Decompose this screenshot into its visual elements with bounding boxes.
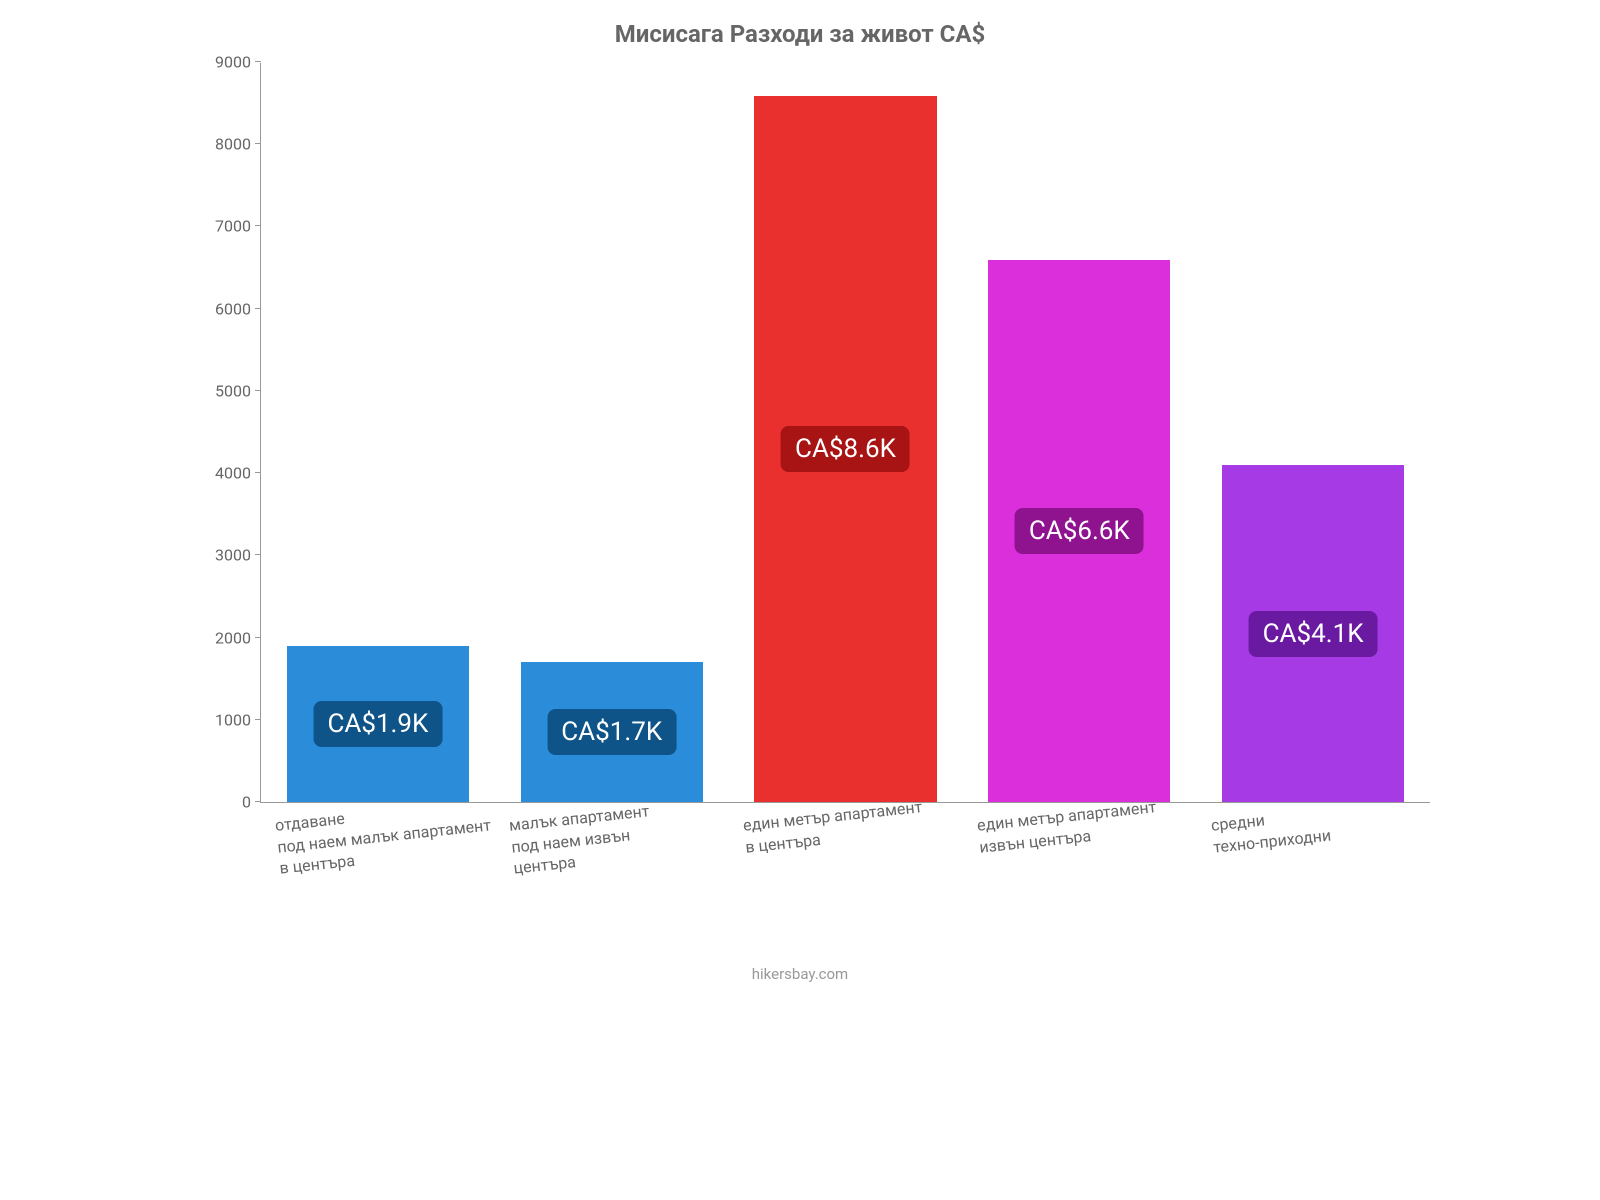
x-label-slot: един метър апартамент в центъра [728, 815, 962, 955]
x-label-slot: отдаване под наем малък апартамент в цен… [260, 815, 494, 955]
cost-of-living-chart: Мисисага Разходи за живот CA$ CA$1.9KCA$… [150, 20, 1450, 1020]
bar-slot: CA$8.6K [729, 63, 963, 802]
y-tick-mark [255, 390, 261, 391]
footer-credit: hikersbay.com [150, 965, 1450, 983]
x-label-slot: средни техно-приходни [1196, 815, 1430, 955]
x-label-slot: малък апартамент под наем извън центъра [494, 815, 728, 955]
y-tick-mark [255, 554, 261, 555]
bar-slot: CA$4.1K [1196, 63, 1430, 802]
bar: CA$1.9K [287, 646, 469, 802]
y-tick-label: 0 [191, 793, 251, 812]
x-axis-labels: отдаване под наем малък апартамент в цен… [260, 815, 1430, 955]
x-axis-label: малък апартамент под наем извън центъра [508, 800, 655, 879]
y-tick-mark [255, 143, 261, 144]
bar: CA$4.1K [1222, 465, 1404, 802]
bar-value-label: CA$6.6K [1015, 508, 1144, 554]
bar-slot: CA$1.9K [261, 63, 495, 802]
y-tick-label: 2000 [191, 628, 251, 647]
chart-title: Мисисага Разходи за живот CA$ [150, 20, 1450, 48]
y-tick-label: 1000 [191, 710, 251, 729]
y-tick-mark [255, 719, 261, 720]
x-axis-label: един метър апартамент извън центъра [976, 796, 1159, 858]
bar-value-label: CA$4.1K [1249, 611, 1378, 657]
y-tick-label: 9000 [191, 53, 251, 72]
bar-value-label: CA$8.6K [781, 426, 910, 472]
y-tick-label: 7000 [191, 217, 251, 236]
bar-slot: CA$6.6K [962, 63, 1196, 802]
bar: CA$8.6K [754, 96, 936, 802]
bar-value-label: CA$1.7K [547, 709, 676, 755]
x-axis-label: един метър апартамент в центъра [742, 796, 925, 858]
y-tick-label: 6000 [191, 299, 251, 318]
bar-slot: CA$1.7K [495, 63, 729, 802]
y-tick-label: 5000 [191, 381, 251, 400]
bar: CA$1.7K [521, 662, 703, 802]
x-label-slot: един метър апартамент извън центъра [962, 815, 1196, 955]
plot-area: CA$1.9KCA$1.7KCA$8.6KCA$6.6KCA$4.1K 0100… [260, 63, 1430, 803]
y-tick-label: 3000 [191, 546, 251, 565]
y-tick-mark [255, 472, 261, 473]
y-tick-mark [255, 637, 261, 638]
bar: CA$6.6K [988, 260, 1170, 802]
bar-value-label: CA$1.9K [313, 701, 442, 747]
y-tick-label: 8000 [191, 135, 251, 154]
bars-row: CA$1.9K CA$1.7K CA$8.6K CA$6.6K CA$4.1K [261, 63, 1430, 802]
y-tick-mark [255, 801, 261, 802]
x-axis-label: средни техно-приходни [1210, 803, 1332, 858]
y-tick-mark [255, 308, 261, 309]
x-axis-label: отдаване под наем малък апартамент в цен… [274, 793, 494, 880]
y-tick-mark [255, 225, 261, 226]
y-tick-mark [255, 61, 261, 62]
y-tick-label: 4000 [191, 464, 251, 483]
